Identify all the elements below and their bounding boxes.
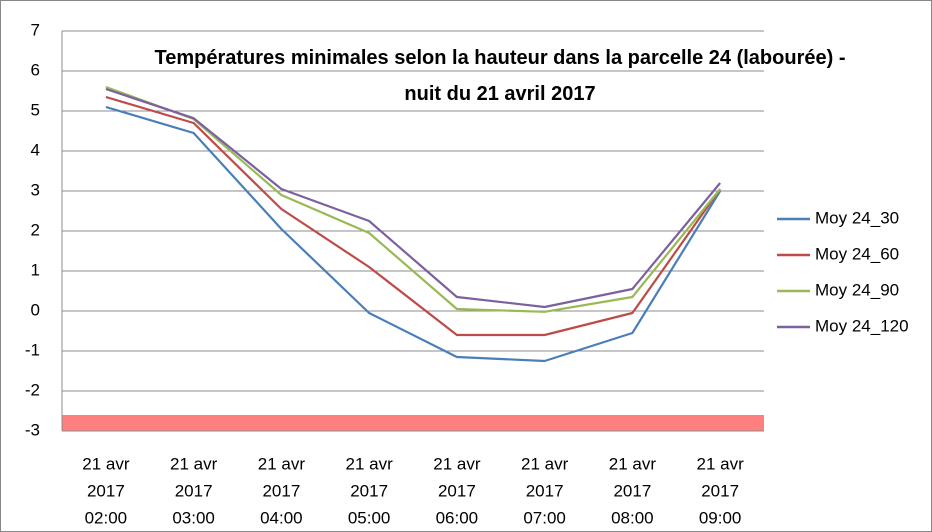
- y-tick-label: -2: [25, 380, 40, 399]
- x-tick-label: 2017: [87, 481, 125, 500]
- y-tick-label: 0: [31, 300, 40, 319]
- x-tick-label: 2017: [526, 481, 564, 500]
- y-tick-label: 4: [31, 140, 40, 159]
- x-tick-label: 2017: [701, 481, 739, 500]
- y-tick-label: 5: [31, 100, 40, 119]
- series-line: [105, 105, 722, 363]
- x-tick-label: 21 avr: [170, 454, 218, 473]
- x-tick-label: 21 avr: [346, 454, 394, 473]
- y-tick-label: -1: [25, 340, 40, 359]
- x-tick-label: 2017: [438, 481, 476, 500]
- shaded-band: [62, 415, 764, 431]
- y-tick-label: -3: [25, 420, 40, 439]
- x-tick-label: 07:00: [523, 508, 566, 527]
- y-tick-label: 6: [31, 60, 40, 79]
- y-tick-label: 1: [31, 260, 40, 279]
- x-tick-label: 21 avr: [609, 454, 657, 473]
- x-tick-label: 21 avr: [521, 454, 569, 473]
- x-tick-label: 2017: [175, 481, 213, 500]
- y-tick-label: 7: [31, 20, 40, 39]
- x-tick-label: 21 avr: [258, 454, 306, 473]
- series-line: [105, 87, 721, 309]
- series-line: [105, 85, 721, 313]
- x-tick-label: 06:00: [436, 508, 479, 527]
- legend-label: Moy 24_90: [815, 280, 899, 299]
- x-tick-label: 2017: [613, 481, 651, 500]
- x-tick-label: 09:00: [699, 508, 742, 527]
- x-tick-label: 05:00: [348, 508, 391, 527]
- series-line: [105, 95, 722, 337]
- x-tick-label: 21 avr: [82, 454, 130, 473]
- legend-label: Moy 24_60: [815, 244, 899, 263]
- x-tick-label: 21 avr: [697, 454, 745, 473]
- x-tick-label: 02:00: [85, 508, 128, 527]
- x-tick-label: 03:00: [172, 508, 215, 527]
- x-tick-label: 08:00: [611, 508, 654, 527]
- x-tick-label: 2017: [262, 481, 300, 500]
- chart-title: Températures minimales selon la hauteur …: [154, 47, 846, 105]
- x-tick-label: 04:00: [260, 508, 303, 527]
- legend-label: Moy 24_30: [815, 208, 899, 227]
- x-tick-label: 21 avr: [433, 454, 481, 473]
- y-tick-label: 3: [31, 180, 40, 199]
- x-tick-label: 2017: [350, 481, 388, 500]
- legend-label: Moy 24_120: [815, 316, 909, 335]
- y-tick-label: 2: [31, 220, 40, 239]
